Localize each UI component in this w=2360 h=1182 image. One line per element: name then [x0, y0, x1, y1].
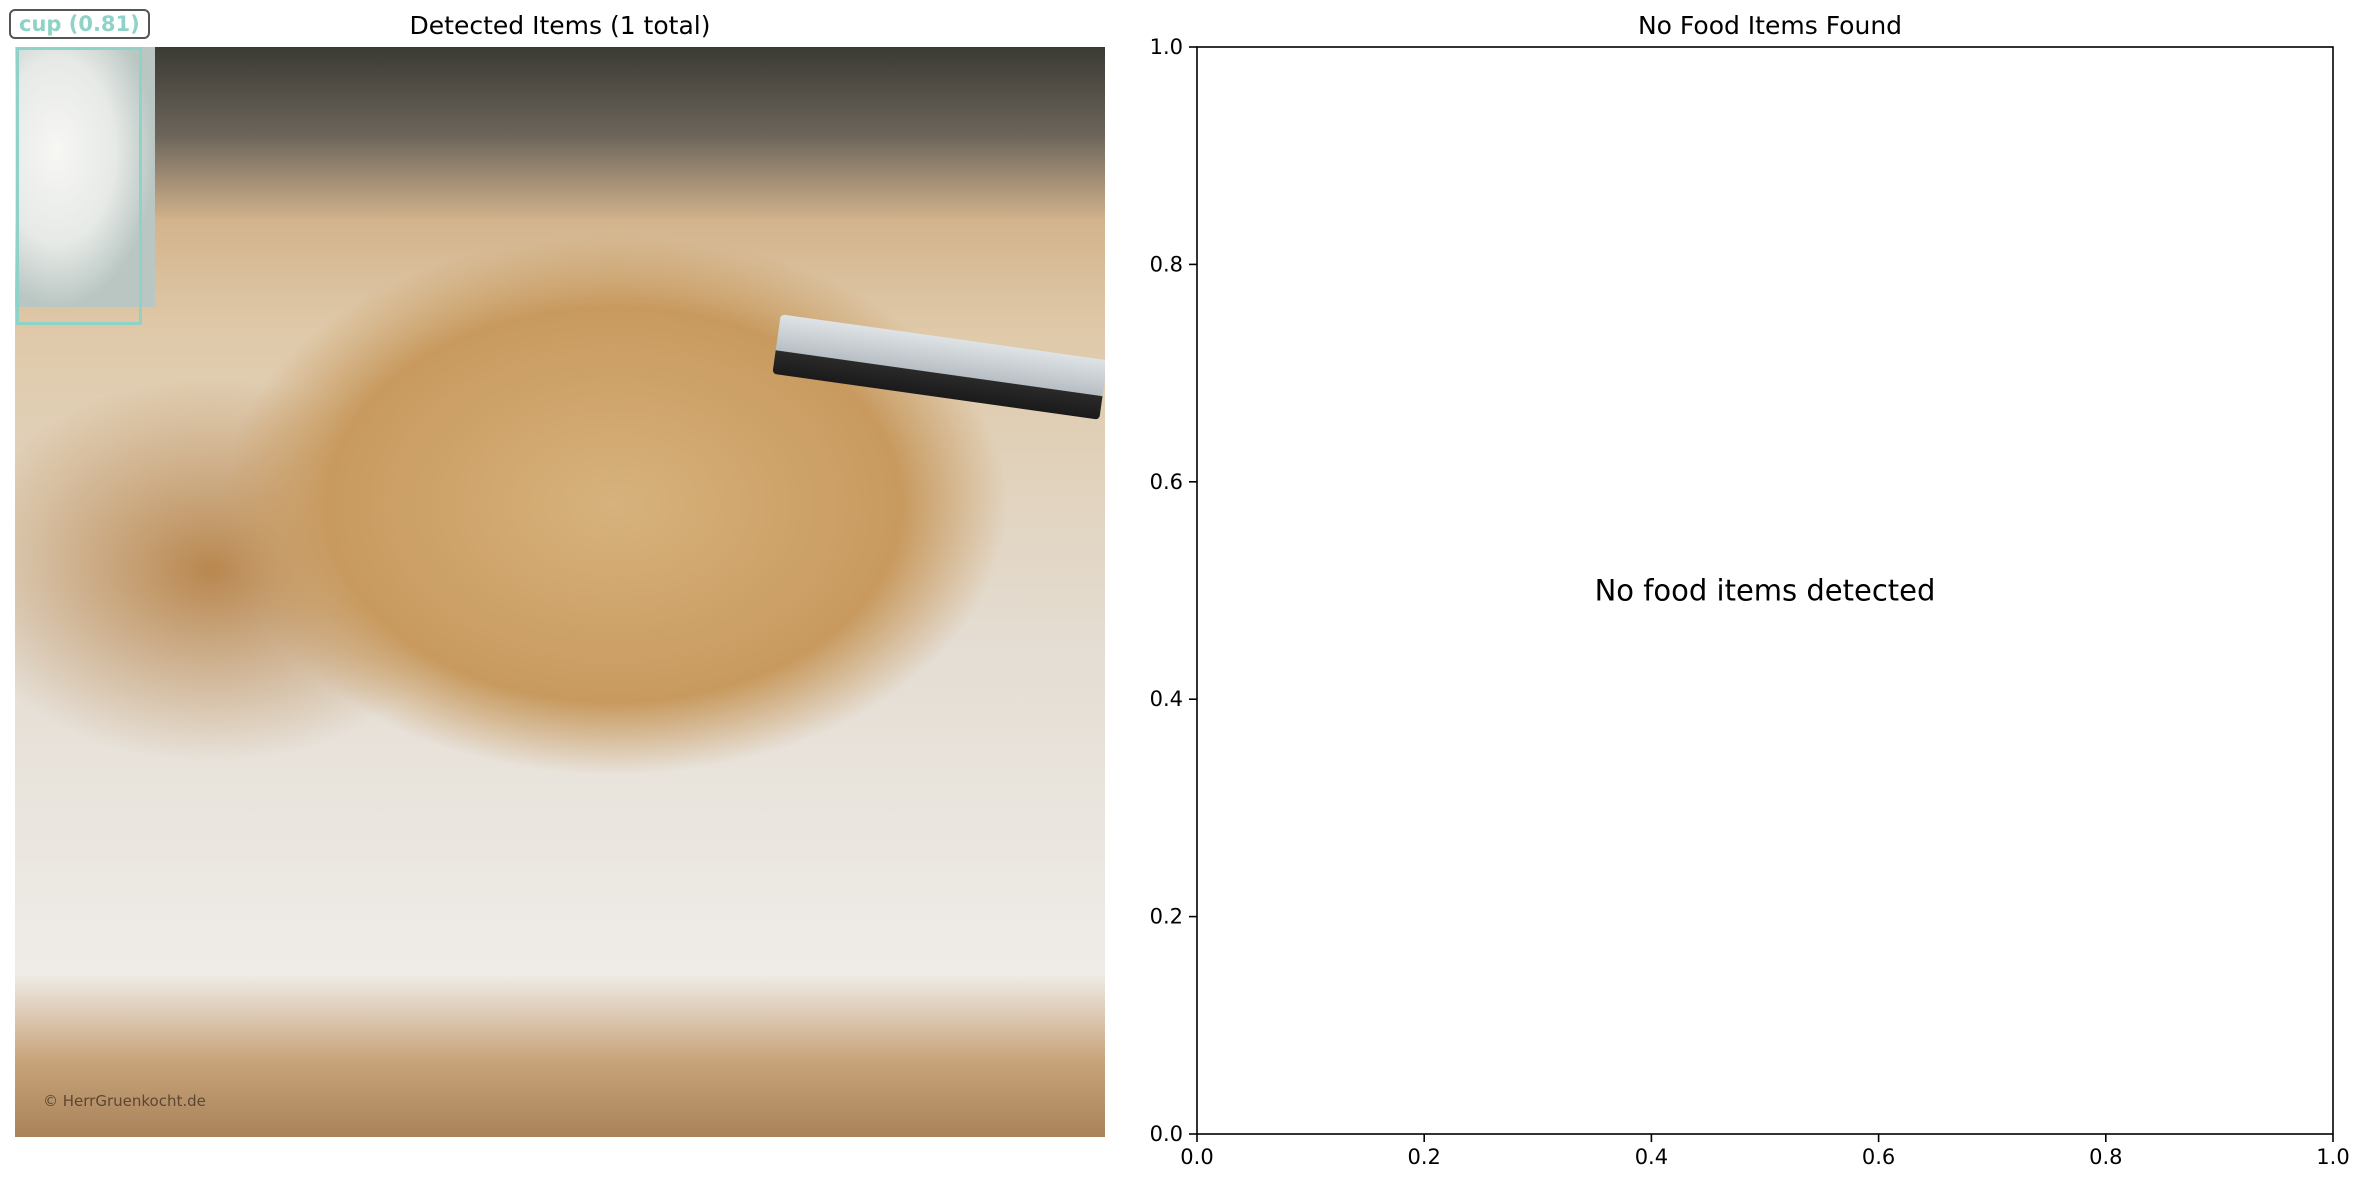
photo-cup-region [15, 47, 155, 307]
y-tick-label: 0.8 [1150, 252, 1183, 276]
y-tick-label: 0.4 [1150, 687, 1183, 711]
x-tick-label: 0.6 [1862, 1145, 1895, 1169]
chart-axes: 0.0 0.2 0.4 0.6 0.8 1.0 0.0 0.2 0.4 0.6 0.8 1.0 No f… [1150, 35, 2350, 1169]
x-tick-label: 1.0 [2316, 1145, 2349, 1169]
plot-frame [1196, 46, 2334, 1135]
y-tick-label: 0.2 [1150, 905, 1183, 929]
no-items-message: No food items detected [1595, 574, 1936, 608]
chart-title: No Food Items Found [1637, 11, 1903, 40]
food-photo: © HerrGruenkocht.de [15, 47, 1105, 1137]
detection-label: cup (0.81) [9, 9, 150, 39]
detection-bounding-box [16, 47, 142, 325]
x-tick-label: 0.2 [1407, 1145, 1440, 1169]
y-tick-label: 0.0 [1150, 1122, 1183, 1146]
y-tick-label: 1.0 [1150, 35, 1183, 59]
x-tick-label: 0.8 [2089, 1145, 2122, 1169]
detection-panel-title: Detected Items (1 total) [409, 11, 711, 40]
photo-watermark: © HerrGruenkocht.de [43, 1092, 206, 1110]
x-tick-label: 0.0 [1180, 1145, 1213, 1169]
x-tick-label: 0.4 [1635, 1145, 1668, 1169]
y-tick-label: 0.6 [1150, 470, 1183, 494]
